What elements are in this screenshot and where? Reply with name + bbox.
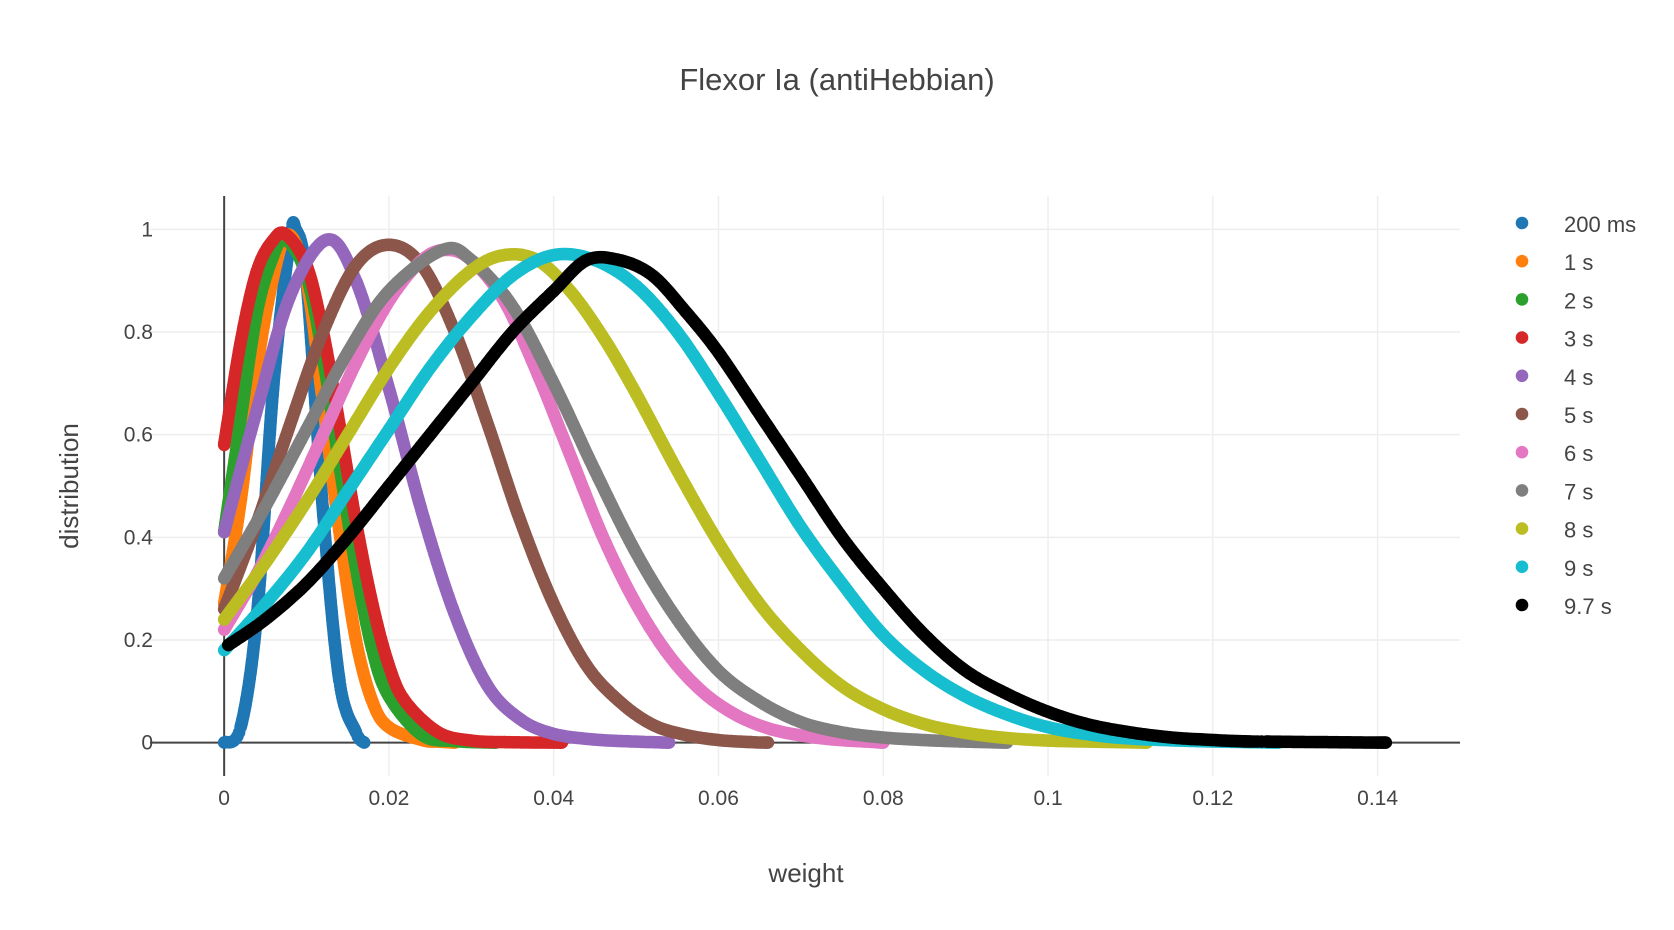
series-layer <box>217 216 1393 749</box>
data-point <box>662 736 676 749</box>
series-9 <box>217 248 1154 749</box>
data-point <box>761 736 775 749</box>
data-point <box>357 736 371 749</box>
